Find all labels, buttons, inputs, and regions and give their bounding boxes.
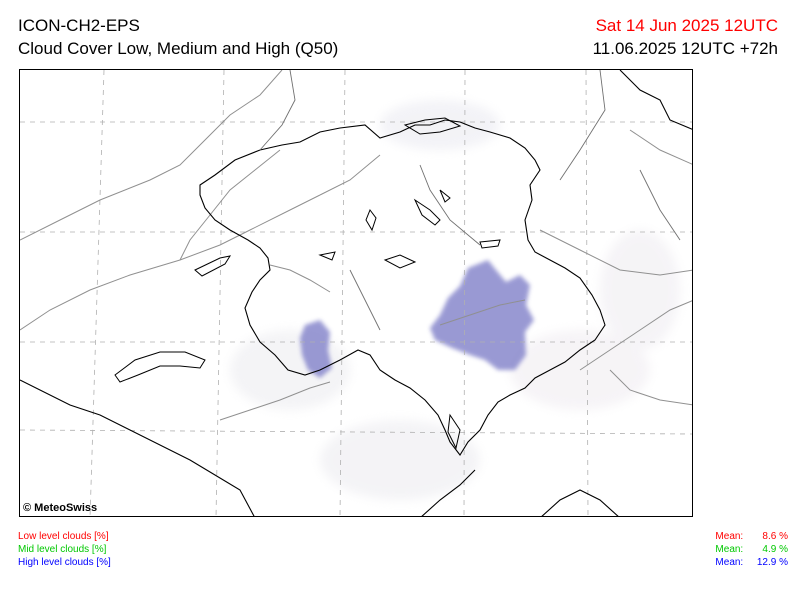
legend-low: Low level clouds [%]: [18, 531, 109, 542]
lake-constance-icon: [403, 117, 462, 135]
mean-high-value: 12.9 %: [756, 557, 788, 568]
lake-neuchatel-icon: [194, 255, 232, 277]
rivers: [259, 70, 681, 331]
graticule: [20, 70, 692, 516]
cloud-legend: Low level clouds [%] Mid level clouds [%…: [18, 530, 111, 569]
map-canvas: [20, 70, 692, 516]
mean-high-label: Mean:: [715, 557, 744, 568]
mean-low: Mean: 8.6 %: [715, 530, 788, 543]
mean-low-label: Mean:: [715, 531, 744, 542]
regional-borders: [20, 70, 692, 421]
mean-mid-label: Mean:: [715, 544, 744, 555]
mean-low-value: 8.6 %: [762, 531, 788, 542]
valid-time: Sat 14 Jun 2025 12UTC: [595, 16, 778, 35]
high-cloud-patches: [300, 260, 534, 378]
mean-high: Mean: 12.9 %: [715, 556, 788, 569]
country-borders: [20, 70, 692, 516]
lake-geneva-icon: [114, 351, 206, 383]
run-time: 11.06.2025 12UTC +72h: [592, 39, 778, 58]
copyright-label: © MeteoSwiss: [23, 502, 98, 514]
lakes: [114, 117, 501, 450]
time-block: Sat 14 Jun 2025 12UTC 11.06.2025 12UTC +…: [593, 14, 778, 60]
product-name: Cloud Cover Low, Medium and High (Q50): [18, 39, 339, 58]
mean-mid: Mean: 4.9 %: [715, 543, 788, 556]
title-block: ICON-CH2-EPS Cloud Cover Low, Medium and…: [18, 14, 338, 60]
legend-high: High level clouds [%]: [18, 557, 111, 568]
mean-mid-value: 4.9 %: [762, 544, 788, 555]
map-panel: [19, 69, 693, 517]
cloud-haze: [230, 100, 680, 500]
cloud-means: Mean: 8.6 % Mean: 4.9 % Mean: 12.9 %: [715, 530, 788, 569]
legend-mid: Mid level clouds [%]: [18, 544, 107, 555]
model-name: ICON-CH2-EPS: [18, 16, 140, 35]
